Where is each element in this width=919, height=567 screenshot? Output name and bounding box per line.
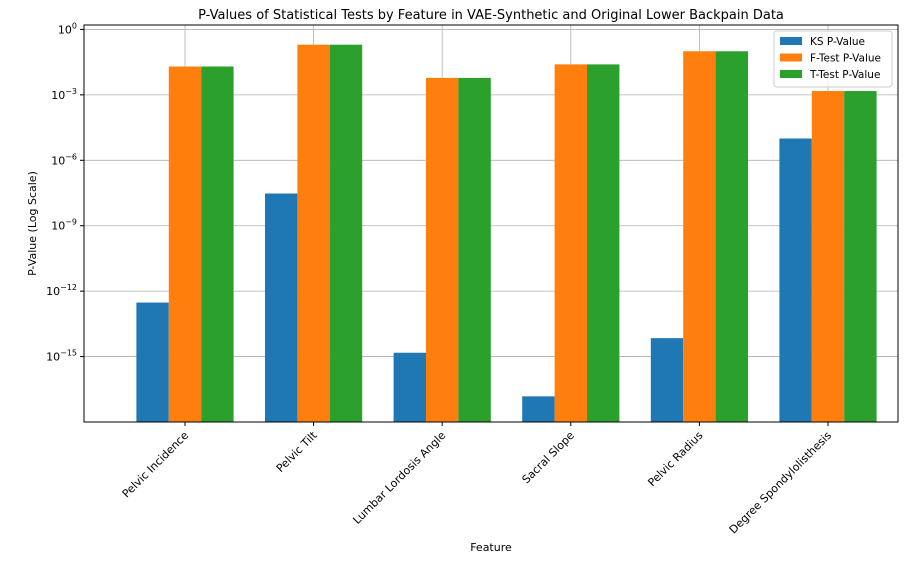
bar-t-test-p-value-sacral-slope: [587, 64, 620, 423]
bar-t-test-p-value-pelvic-radius: [715, 51, 748, 422]
bar-ks-p-value-pelvic-radius: [650, 338, 684, 422]
y-tick-label: 10−15: [46, 349, 77, 364]
legend-swatch-f-test-p-value: [780, 53, 802, 62]
x-axis-ticks: Pelvic Incidence Pelvic Tilt Lumbar Lordos…: [120, 422, 835, 537]
x-tick-label: Degree Spondylolisthesis: [727, 429, 835, 537]
bars: [136, 44, 877, 423]
x-tick-label: Sacral Slope: [520, 429, 578, 487]
bar-f-test-p-value-lumbar-lordosis-angle: [426, 77, 459, 423]
legend-label-t-test-p-value: T-Test P-Value: [809, 69, 880, 81]
x-tick-label: Pelvic Incidence: [120, 429, 192, 501]
bar-ks-p-value-pelvic-incidence: [136, 302, 169, 422]
y-axis-label: P-Value (Log Scale): [26, 171, 39, 276]
x-tick-label: Pelvic Radius: [645, 429, 705, 489]
legend: KS P-Value F-Test P-Value T-Test P-Value: [773, 30, 893, 88]
bar-ks-p-value-sacral-slope: [522, 396, 555, 422]
x-tick-label: Pelvic Tilt: [274, 428, 320, 474]
y-tick-label: 10−3: [51, 87, 77, 102]
bar-ks-p-value-degree-spondylolisthesis: [779, 138, 812, 423]
y-tick-label: 10−6: [51, 152, 77, 167]
legend-swatch-t-test-p-value: [780, 70, 802, 78]
chart-title: P-Values of Statistical Tests by Feature…: [198, 8, 784, 23]
bar-f-test-p-value-pelvic-radius: [683, 51, 716, 422]
bar-f-test-p-value-pelvic-incidence: [168, 66, 202, 423]
bar-f-test-p-value-pelvic-tilt: [297, 44, 330, 422]
bar-ks-p-value-pelvic-tilt: [265, 193, 298, 422]
bar-t-test-p-value-lumbar-lordosis-angle: [458, 77, 491, 423]
y-axis-ticks: 100 10−3 10−6 10−9 10−12 10−15: [46, 21, 84, 364]
bar-f-test-p-value-sacral-slope: [554, 64, 587, 423]
bar-f-test-p-value-degree-spondylolisthesis: [811, 91, 845, 422]
x-axis-label: Feature: [470, 541, 512, 554]
x-tick-label: Lumbar Lordosis Angle: [350, 429, 448, 527]
bar-t-test-p-value-degree-spondylolisthesis: [844, 91, 877, 422]
legend-label-f-test-p-value: F-Test P-Value: [810, 53, 881, 65]
bar-t-test-p-value-pelvic-incidence: [201, 66, 234, 423]
legend-label-ks-p-value: KS P-Value: [810, 36, 865, 48]
y-tick-label: 10−9: [51, 218, 77, 233]
y-tick-label: 100: [58, 21, 77, 36]
plot-frame: [83, 24, 899, 423]
legend-swatch-ks-p-value: [780, 37, 802, 45]
bar-t-test-p-value-pelvic-tilt: [329, 44, 363, 422]
legend-box: [773, 30, 893, 88]
y-tick-label: 10−12: [46, 283, 77, 298]
bar-ks-p-value-lumbar-lordosis-angle: [393, 352, 426, 422]
